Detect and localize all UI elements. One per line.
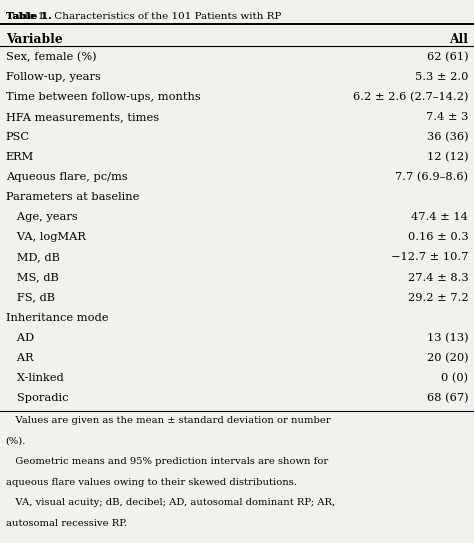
Text: 20 (20): 20 (20) bbox=[427, 353, 468, 363]
Text: 36 (36): 36 (36) bbox=[427, 132, 468, 142]
Text: 0 (0): 0 (0) bbox=[441, 373, 468, 383]
Text: 29.2 ± 7.2: 29.2 ± 7.2 bbox=[408, 293, 468, 302]
Text: Age, years: Age, years bbox=[6, 212, 77, 222]
Text: 62 (61): 62 (61) bbox=[427, 52, 468, 62]
Text: Parameters at baseline: Parameters at baseline bbox=[6, 192, 139, 202]
Text: AR: AR bbox=[6, 353, 33, 363]
Text: autosomal recessive RP.: autosomal recessive RP. bbox=[6, 519, 127, 528]
Text: Geometric means and 95% prediction intervals are shown for: Geometric means and 95% prediction inter… bbox=[6, 457, 328, 466]
Text: Table 1.: Table 1. bbox=[6, 12, 52, 21]
Text: FS, dB: FS, dB bbox=[6, 293, 55, 302]
Text: −12.7 ± 10.7: −12.7 ± 10.7 bbox=[391, 252, 468, 262]
Text: (%).: (%). bbox=[6, 437, 26, 446]
Text: 13 (13): 13 (13) bbox=[427, 333, 468, 343]
Text: MD, dB: MD, dB bbox=[6, 252, 60, 262]
Text: Values are given as the mean ± standard deviation or number: Values are given as the mean ± standard … bbox=[6, 416, 330, 425]
Text: 47.4 ± 14: 47.4 ± 14 bbox=[411, 212, 468, 222]
Text: 68 (67): 68 (67) bbox=[427, 393, 468, 403]
Text: 0.16 ± 0.3: 0.16 ± 0.3 bbox=[408, 232, 468, 242]
Text: ERM: ERM bbox=[6, 152, 34, 162]
Text: Aqueous flare, pc/ms: Aqueous flare, pc/ms bbox=[6, 172, 128, 182]
Text: All: All bbox=[449, 33, 468, 46]
Text: HFA measurements, times: HFA measurements, times bbox=[6, 112, 159, 122]
Text: aqueous flare values owing to their skewed distributions.: aqueous flare values owing to their skew… bbox=[6, 478, 297, 487]
Text: 5.3 ± 2.0: 5.3 ± 2.0 bbox=[415, 72, 468, 81]
Text: VA, visual acuity; dB, decibel; AD, autosomal dominant RP; AR,: VA, visual acuity; dB, decibel; AD, auto… bbox=[6, 498, 335, 508]
Text: MS, dB: MS, dB bbox=[6, 273, 59, 282]
Text: Table 1.: Table 1. bbox=[6, 12, 52, 21]
Text: Follow-up, years: Follow-up, years bbox=[6, 72, 100, 81]
Text: X-linked: X-linked bbox=[6, 373, 64, 383]
Text: Inheritance mode: Inheritance mode bbox=[6, 313, 108, 323]
Text: 7.7 (6.9–8.6): 7.7 (6.9–8.6) bbox=[395, 172, 468, 182]
Text: VA, logMAR: VA, logMAR bbox=[6, 232, 86, 242]
Text: 27.4 ± 8.3: 27.4 ± 8.3 bbox=[408, 273, 468, 282]
Text: AD: AD bbox=[6, 333, 34, 343]
Text: Time between follow-ups, months: Time between follow-ups, months bbox=[6, 92, 201, 102]
Text: PSC: PSC bbox=[6, 132, 30, 142]
Text: 6.2 ± 2.6 (2.7–14.2): 6.2 ± 2.6 (2.7–14.2) bbox=[353, 92, 468, 102]
Text: Table 1.  Characteristics of the 101 Patients with RP: Table 1. Characteristics of the 101 Pati… bbox=[6, 12, 281, 21]
Text: 12 (12): 12 (12) bbox=[427, 152, 468, 162]
Text: Sporadic: Sporadic bbox=[6, 393, 68, 403]
Text: 7.4 ± 3: 7.4 ± 3 bbox=[426, 112, 468, 122]
Text: Sex, female (%): Sex, female (%) bbox=[6, 52, 96, 62]
Text: Variable: Variable bbox=[6, 33, 63, 46]
